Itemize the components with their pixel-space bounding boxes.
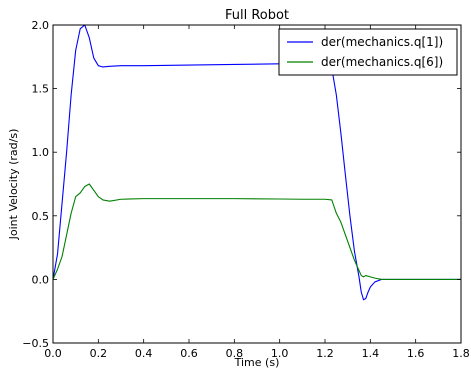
x-tick-label: 0.0 [44,347,62,360]
x-tick-label: 1.2 [316,347,334,360]
x-tick-label: 0.6 [180,347,198,360]
legend-box [278,28,458,76]
y-tick-label: 2.0 [32,19,50,32]
y-tick-label: 0.0 [32,273,50,286]
x-tick-label: 0.4 [135,347,153,360]
y-tick-label: 1.5 [32,83,50,96]
x-tick-label: 1.6 [407,347,425,360]
plot-area: 0.0 0.2 0.4 0.6 0.8 1.0 1.2 1.4 1.6 1.8−0.50.00.5… [22,19,469,360]
x-tick-label: 1.0 [271,347,289,360]
legend: der(mechanics.q[1]) der(mechanics.q[6]) [278,28,458,76]
plot-frame [52,24,462,344]
legend-label-1: der(mechanics.q[1]) [321,35,443,49]
x-tick-label: 0.8 [226,347,244,360]
legend-label-2: der(mechanics.q[6]) [321,55,443,69]
x-axis-label: Time (s) [234,356,280,369]
y-tick-label: −0.5 [22,337,49,350]
x-tick-label: 1.4 [362,347,380,360]
x-tick-label: 0.2 [90,347,108,360]
chart-title: Full Robot [225,8,289,23]
y-tick-label: 0.5 [32,210,50,223]
y-axis-label: Joint Velocity (rad/s) [7,129,20,241]
series-line-2 [53,183,461,280]
x-tick-label: 1.8 [452,347,470,360]
y-tick-label: 1.0 [32,146,50,159]
